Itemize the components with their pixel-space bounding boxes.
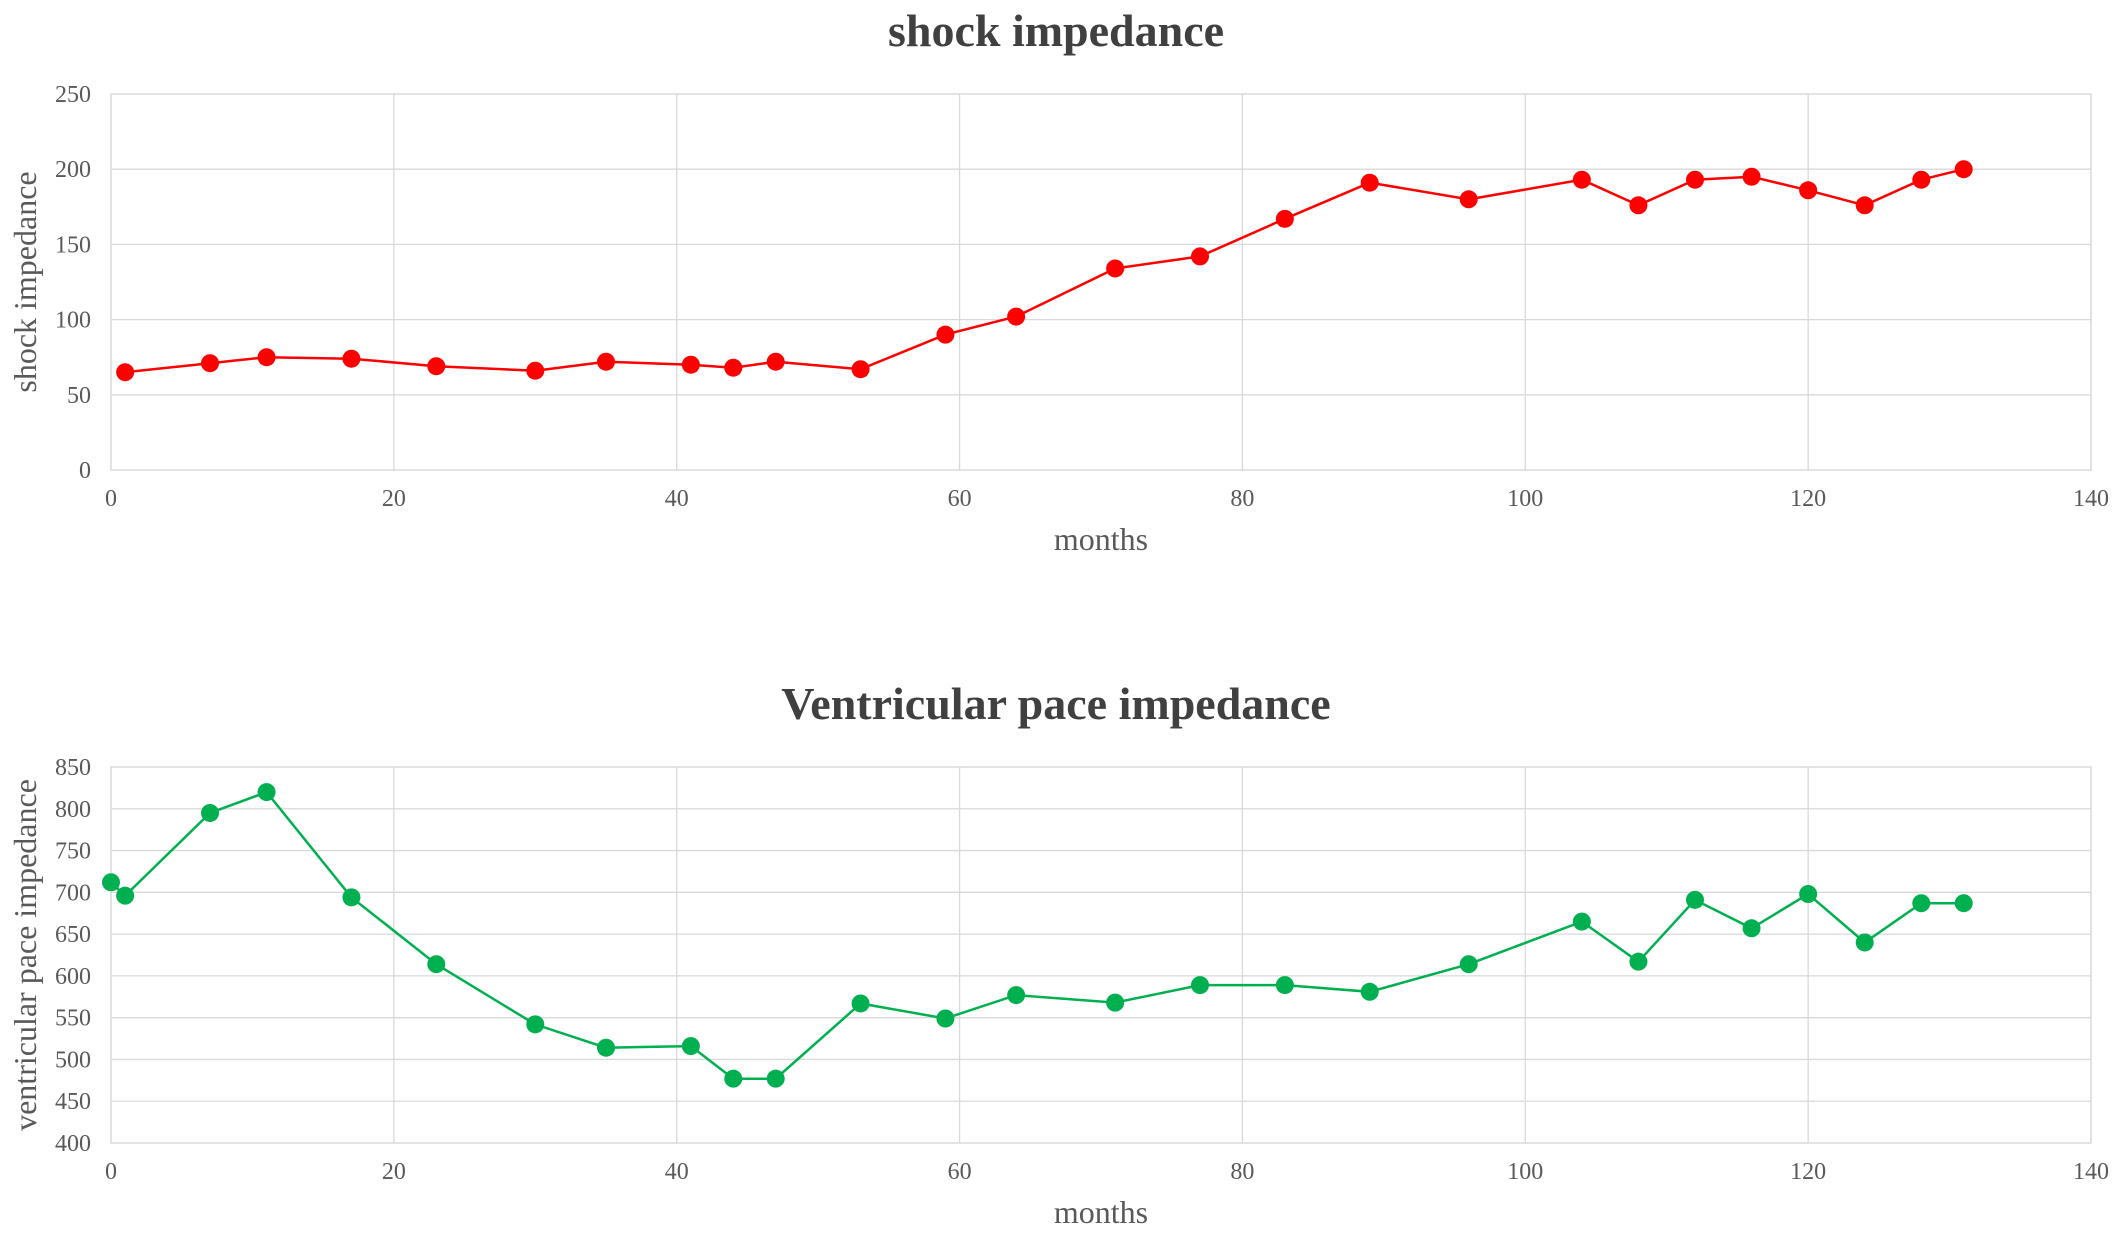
- data-point: [1799, 885, 1818, 904]
- series-line: [110, 790, 1964, 1080]
- shock-impedance-chart: shock impedance 0 50 100 150 200 250 0 20 40 60 80 1…: [7, 5, 2109, 557]
- data-point: [102, 873, 120, 892]
- data-point: [1629, 196, 1648, 215]
- y-tick-label: 750: [55, 839, 91, 865]
- ventricular-pace-impedance-chart: Ventricular pace impedance40045050055060…: [7, 678, 2109, 1230]
- data-point: [1954, 160, 1973, 179]
- y-tick-label: 850: [55, 755, 91, 781]
- data-point: [1007, 307, 1026, 326]
- data-point: [1629, 952, 1648, 971]
- data-point: [1912, 894, 1931, 913]
- x-tick-label: 120: [1790, 486, 1826, 512]
- data-point: [766, 352, 785, 371]
- x-tick-label: 80: [1230, 486, 1254, 512]
- data-point: [1459, 190, 1478, 209]
- y-tick-label: 0: [79, 458, 91, 484]
- y-tick-label: 700: [55, 880, 91, 906]
- y-tick-label: 450: [55, 1089, 91, 1115]
- data-point: [1572, 170, 1591, 189]
- data-point: [1855, 933, 1874, 952]
- data-point: [1459, 955, 1478, 974]
- data-point: [1799, 181, 1818, 200]
- data-point: [597, 352, 615, 371]
- x-tick-label: 0: [105, 486, 117, 512]
- data-point: [766, 1069, 785, 1088]
- data-point: [681, 1037, 700, 1056]
- data-point: [1106, 259, 1125, 278]
- y-tick-label: 500: [55, 1047, 91, 1073]
- y-axis-label: shock impedance: [7, 171, 43, 392]
- data-point: [1686, 890, 1704, 909]
- series-line: [124, 167, 1965, 374]
- plot-area: [110, 766, 2092, 1144]
- x-tick-label: 40: [665, 486, 689, 512]
- data-point: [681, 355, 700, 374]
- data-point: [427, 955, 446, 974]
- y-tick-label: 400: [55, 1131, 91, 1157]
- data-point: [1572, 912, 1591, 931]
- y-tick-label: 200: [55, 157, 91, 183]
- x-axis-label: months: [1054, 1194, 1148, 1230]
- data-point: [1106, 993, 1125, 1012]
- data-point: [724, 358, 743, 377]
- y-tick-label: 650: [55, 922, 91, 948]
- data-point: [201, 354, 219, 373]
- data-point: [1360, 982, 1379, 1001]
- data-point: [1742, 919, 1761, 938]
- chart-title: Ventricular pace impedance: [781, 678, 1330, 729]
- data-point: [116, 363, 135, 382]
- data-point: [1686, 170, 1704, 189]
- data-point: [1954, 894, 1973, 913]
- y-tick-label: 600: [55, 964, 91, 990]
- y-tick-label: 50: [67, 383, 91, 409]
- y-tick-label: 550: [55, 1006, 91, 1032]
- y-tick-label: 150: [55, 232, 91, 258]
- x-tick-label: 100: [1507, 1159, 1543, 1185]
- data-point: [936, 1009, 955, 1028]
- data-point: [1191, 247, 1209, 266]
- data-point: [1742, 167, 1761, 186]
- data-point: [526, 1015, 545, 1034]
- x-tick-label: 140: [2073, 486, 2109, 512]
- x-tick-label: 60: [948, 1159, 972, 1185]
- x-tick-label: 140: [2073, 1159, 2109, 1185]
- data-point: [427, 357, 446, 376]
- plot-area: [110, 93, 2092, 471]
- data-point: [851, 360, 870, 379]
- x-tick-label: 80: [1230, 1159, 1254, 1185]
- x-tick-label: 60: [948, 486, 972, 512]
- x-tick-label: 120: [1790, 1159, 1826, 1185]
- y-axis-label: ventricular pace impedance: [7, 779, 43, 1131]
- x-tick-label: 100: [1507, 486, 1543, 512]
- y-tick-label: 800: [55, 797, 91, 823]
- x-tick-label: 20: [382, 1159, 406, 1185]
- data-point: [936, 325, 955, 344]
- data-point: [342, 349, 361, 368]
- data-point: [1275, 976, 1294, 995]
- chart-title: shock impedance: [888, 5, 1224, 56]
- data-point: [116, 886, 135, 905]
- y-tick-label: 250: [55, 82, 91, 108]
- x-tick-label: 40: [665, 1159, 689, 1185]
- data-point: [1360, 173, 1379, 192]
- x-tick-label: 0: [105, 1159, 117, 1185]
- data-point: [1007, 986, 1026, 1005]
- data-point: [526, 361, 545, 380]
- data-point: [257, 783, 276, 802]
- data-point: [597, 1038, 615, 1057]
- data-point: [201, 803, 219, 822]
- y-tick-label: 100: [55, 308, 91, 334]
- x-tick-label: 20: [382, 486, 406, 512]
- data-point: [724, 1069, 743, 1088]
- data-point: [257, 348, 276, 367]
- data-point: [1912, 170, 1931, 189]
- x-axis-label: months: [1054, 521, 1148, 557]
- data-point: [342, 888, 361, 907]
- data-point: [1275, 209, 1294, 228]
- data-point: [1191, 976, 1209, 995]
- data-point: [851, 994, 870, 1013]
- data-point: [1855, 196, 1874, 215]
